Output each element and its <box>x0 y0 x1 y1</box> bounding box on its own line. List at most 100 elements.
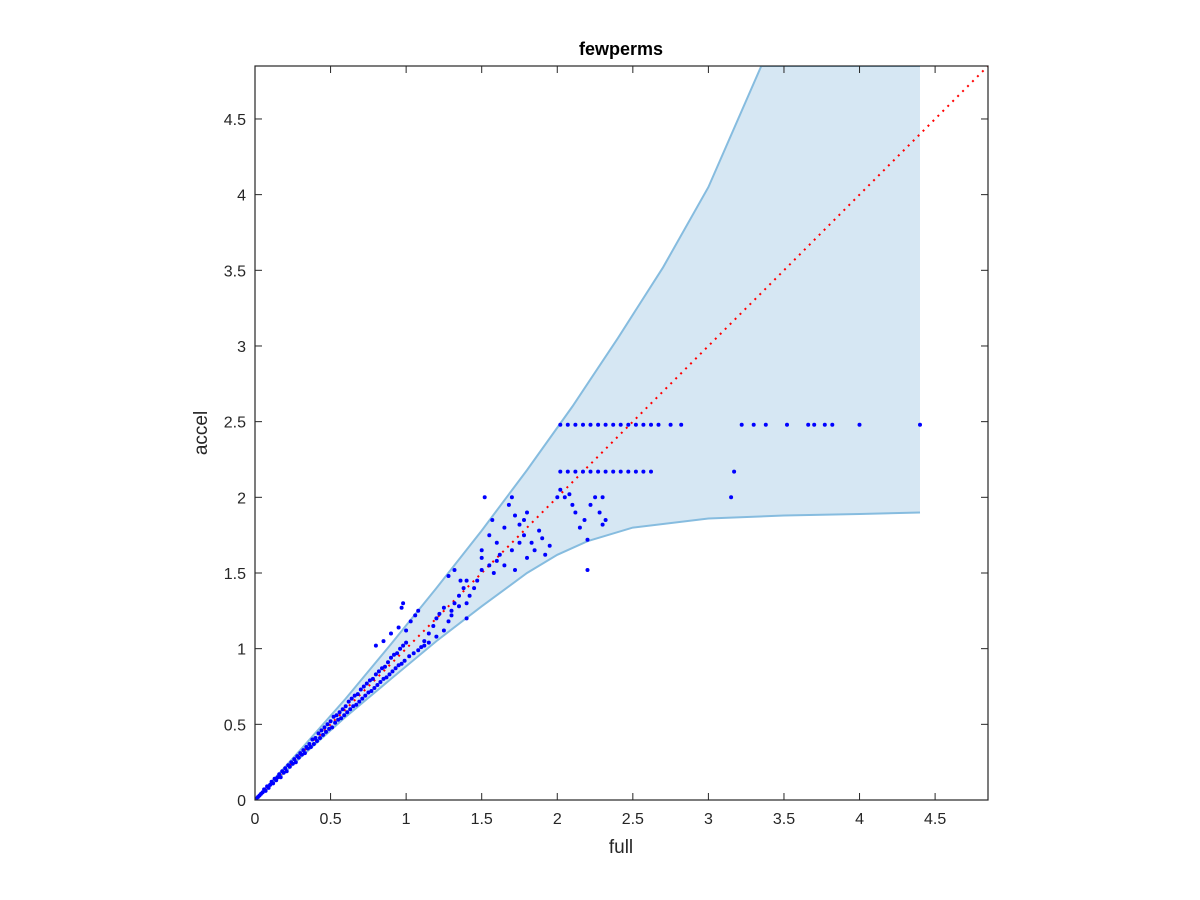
data-point <box>830 422 835 427</box>
data-point <box>502 525 507 530</box>
data-point <box>395 651 400 656</box>
data-point <box>290 761 295 766</box>
y-tick-label: 2.5 <box>224 415 246 432</box>
data-point <box>381 676 386 681</box>
data-point <box>404 628 409 633</box>
data-point <box>494 558 499 563</box>
data-point <box>296 755 301 760</box>
data-point <box>449 608 454 613</box>
data-point <box>363 693 368 698</box>
y-axis-ticks: 0 0.5 1 1.5 2 2.5 3 3.5 4 4.5 <box>224 112 988 810</box>
data-point <box>325 722 330 727</box>
data-point <box>431 624 436 628</box>
data-point <box>558 422 563 427</box>
data-point <box>502 563 507 568</box>
y-axis-title: accel <box>191 411 212 455</box>
data-point <box>603 469 608 474</box>
x-tick-label: 1 <box>402 811 411 828</box>
y-tick-label: 0 <box>237 793 246 810</box>
data-point <box>316 731 321 736</box>
data-point <box>407 654 412 659</box>
data-point <box>487 563 492 568</box>
data-point <box>600 522 605 527</box>
data-point <box>318 736 322 740</box>
data-point <box>585 568 590 572</box>
x-axis-ticks: 0 0.5 1 1.5 2 2.5 3 3.5 4 4.5 <box>251 66 946 828</box>
data-point <box>633 422 638 427</box>
data-point <box>449 613 454 618</box>
data-point <box>354 702 359 707</box>
data-point <box>565 469 570 474</box>
data-point <box>370 676 375 681</box>
x-tick-label: 2 <box>553 811 562 828</box>
data-point <box>739 422 744 427</box>
data-point <box>284 769 289 774</box>
data-point <box>611 422 616 427</box>
data-point <box>596 422 601 427</box>
data-point <box>346 699 351 704</box>
data-point <box>277 772 282 777</box>
data-point <box>413 613 418 618</box>
data-point <box>461 586 466 591</box>
confidence-band <box>255 66 920 800</box>
data-point <box>573 469 578 474</box>
data-point <box>490 518 495 522</box>
data-point <box>597 510 602 515</box>
x-tick-label: 3 <box>704 811 713 828</box>
x-tick-label: 2.5 <box>622 811 644 828</box>
data-point <box>330 725 335 730</box>
data-point <box>416 648 421 653</box>
data-point <box>402 658 407 663</box>
data-point <box>517 540 522 545</box>
data-point <box>618 469 623 474</box>
data-point <box>588 502 593 507</box>
data-point <box>361 684 366 689</box>
data-point <box>369 689 374 693</box>
data-point <box>494 540 499 545</box>
identity-reference-line <box>255 66 988 800</box>
data-point <box>396 625 401 630</box>
data-point <box>310 737 315 742</box>
data-point <box>390 669 395 674</box>
data-point <box>389 655 393 660</box>
data-point <box>806 422 811 427</box>
data-point <box>437 611 442 616</box>
data-point <box>543 552 548 557</box>
data-point <box>422 643 427 648</box>
y-tick-label: 1.5 <box>224 566 246 583</box>
data-point <box>585 537 590 542</box>
data-point <box>918 422 922 427</box>
data-point <box>398 646 403 651</box>
data-point <box>588 422 593 427</box>
data-point <box>649 469 653 474</box>
data-point <box>517 522 522 527</box>
data-point <box>278 775 283 780</box>
data-point <box>464 616 469 621</box>
data-points <box>255 422 922 800</box>
data-point <box>812 422 817 427</box>
data-point <box>532 548 537 553</box>
data-point <box>441 605 446 610</box>
data-point <box>299 752 304 757</box>
data-point <box>327 726 332 731</box>
data-point <box>401 601 406 606</box>
data-point <box>360 696 365 701</box>
data-point <box>497 552 502 557</box>
data-point <box>422 639 427 644</box>
data-point <box>307 742 312 746</box>
data-point <box>547 543 552 548</box>
data-point <box>331 714 336 719</box>
data-point <box>603 422 608 427</box>
data-point <box>649 422 653 427</box>
data-point <box>313 736 318 740</box>
data-point <box>305 746 310 751</box>
data-point <box>381 639 386 644</box>
data-point <box>570 502 575 507</box>
data-point <box>321 732 325 737</box>
data-point <box>618 422 623 427</box>
data-point <box>287 764 292 769</box>
data-point <box>386 660 390 665</box>
data-point <box>263 788 268 793</box>
x-tick-label: 3.5 <box>773 811 795 828</box>
data-point <box>333 720 338 725</box>
